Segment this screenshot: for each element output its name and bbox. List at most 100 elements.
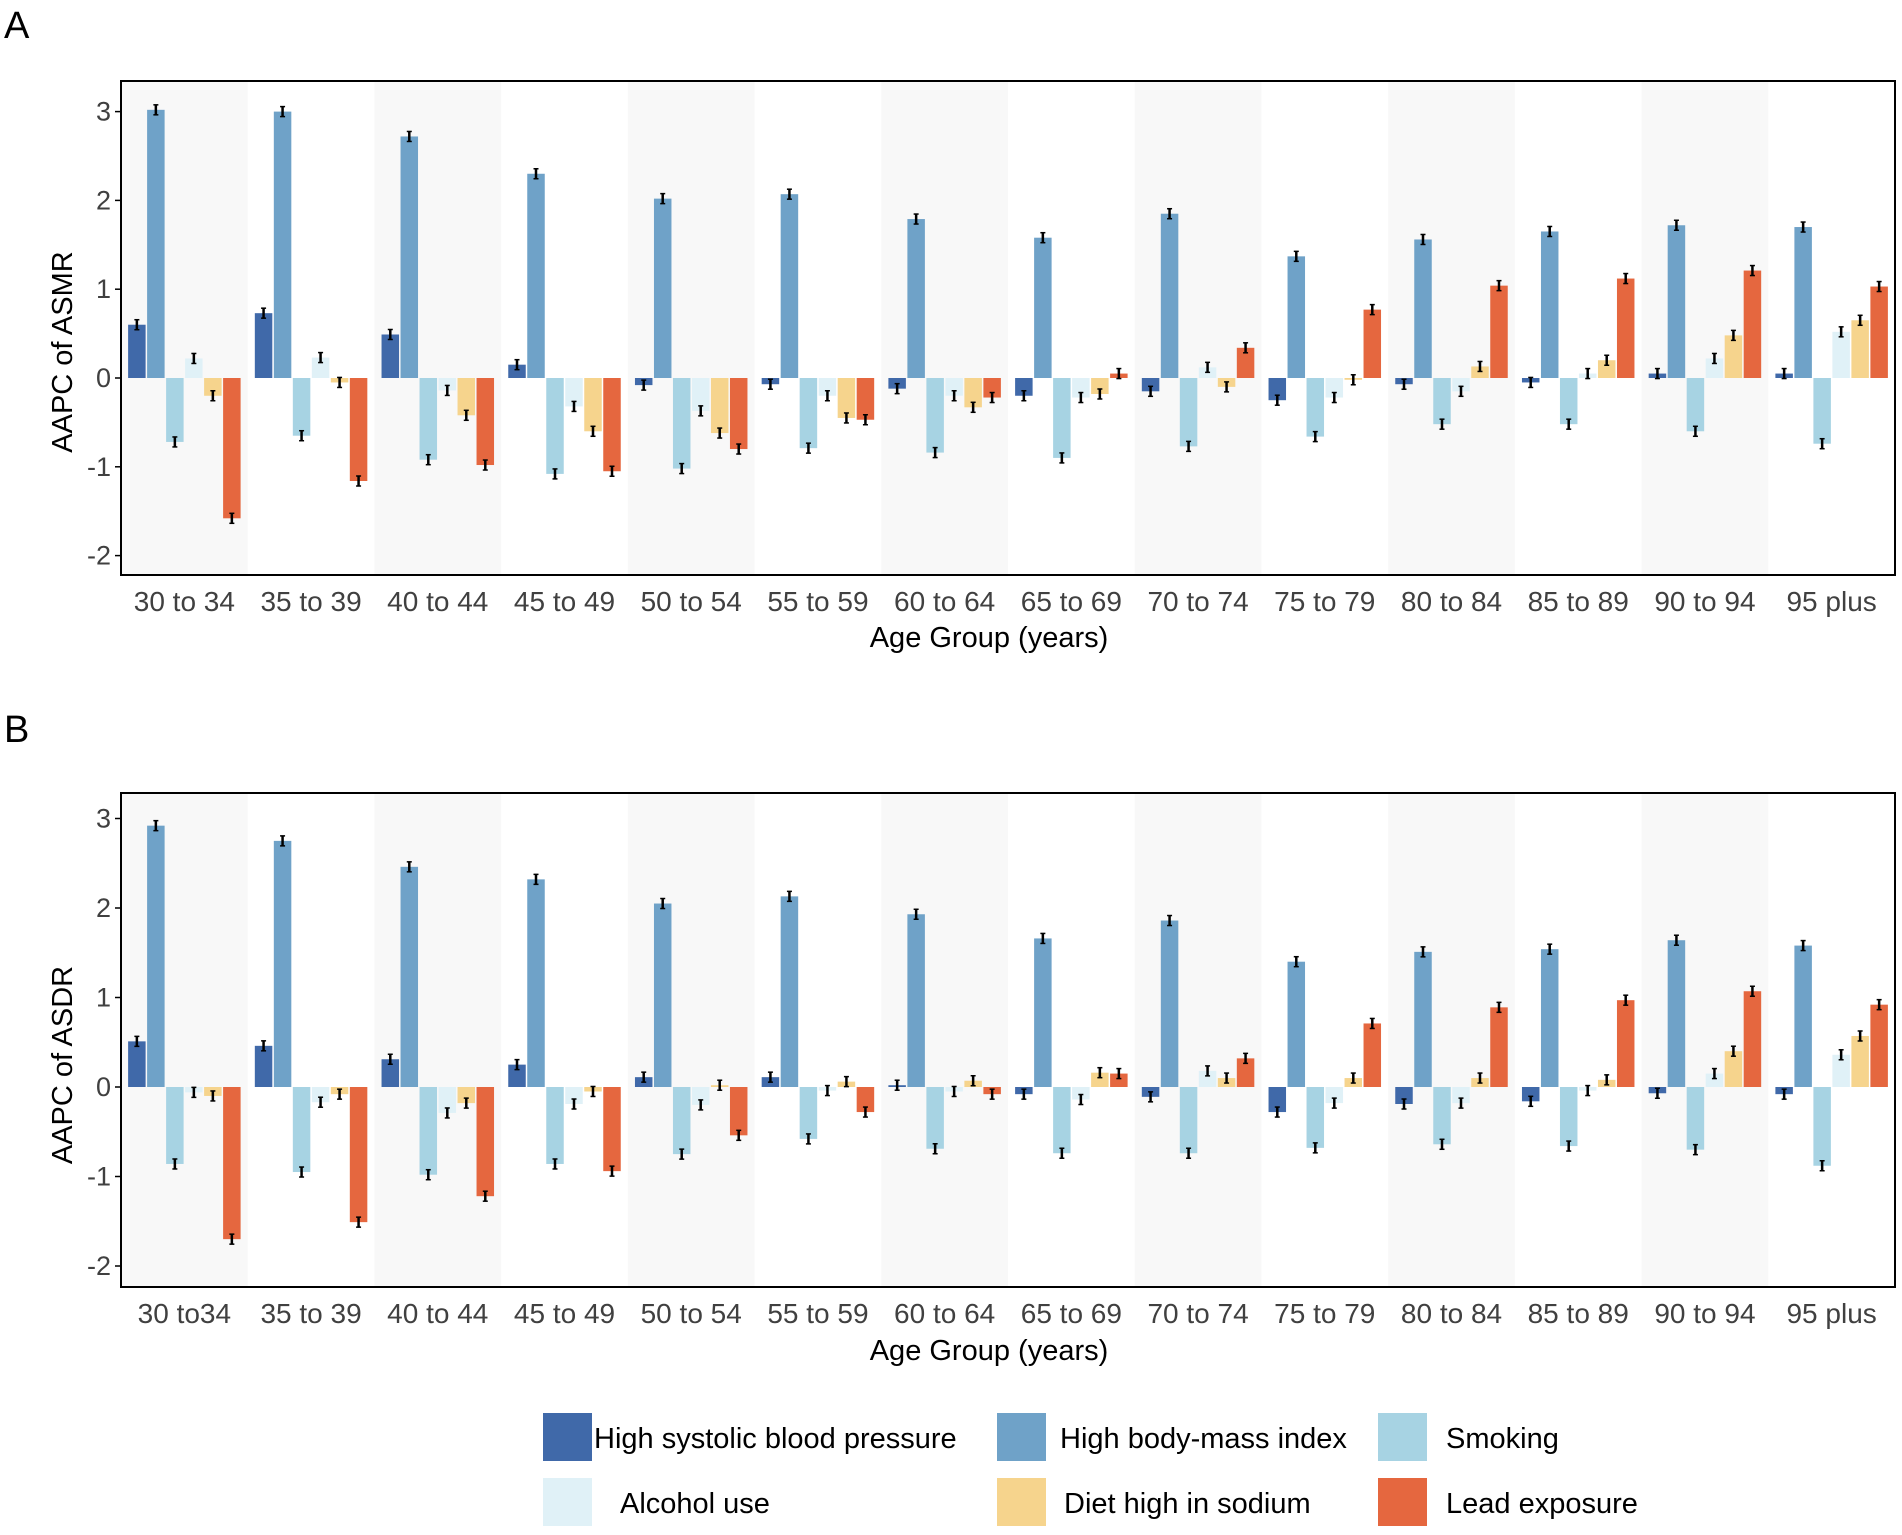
error-bar-a-lead-exposure-80-to-84 (1496, 279, 1502, 292)
panel-a-x-tick-label: 85 to 89 (1528, 586, 1629, 617)
bar-b-alcohol-use-45-to-49 (565, 1087, 583, 1105)
error-bar-a-high-systolic-blood-pressure-80-to-84 (1401, 378, 1407, 390)
panel-b-y-tick-label: -2 (87, 1251, 111, 1281)
bar-a-lead-exposure-75-to-79 (1363, 309, 1382, 378)
error-bar-b-smoking-75-to-79 (1312, 1142, 1318, 1154)
bar-b-high-body-mass-index-80-to-84 (1414, 951, 1432, 1087)
bar-a-lead-exposure-50-to-54 (729, 378, 748, 450)
error-bar-b-alcohol-use-40-to-44 (444, 1107, 450, 1119)
error-bar-a-high-body-mass-index-45-to-49 (533, 168, 539, 180)
error-bar-a-lead-exposure-95-plus (1876, 280, 1882, 293)
bar-b-high-body-mass-index-90-to-94 (1667, 940, 1686, 1087)
error-bar-b-lead-exposure-55-to-59 (862, 1106, 868, 1118)
bar-a-diet-high-in-sodium-55-to-59 (837, 378, 856, 418)
bar-a-alcohol-use-75-to-79 (1325, 378, 1344, 398)
error-bar-b-high-systolic-blood-pressure-85-to-89 (1528, 1095, 1534, 1108)
error-bar-b-high-systolic-blood-pressure-30-to34 (134, 1035, 140, 1048)
bar-a-high-body-mass-index-60-to-64 (907, 219, 925, 378)
error-bar-a-lead-exposure-35-to-39 (356, 475, 362, 487)
bar-a-alcohol-use-50-to-54 (691, 378, 710, 411)
error-bar-b-smoking-85-to-89 (1566, 1140, 1572, 1152)
bar-a-high-body-mass-index-55-to-59 (780, 194, 799, 378)
error-bar-a-lead-exposure-55-to-59 (862, 413, 868, 426)
bar-b-lead-exposure-75-to-79 (1363, 1023, 1382, 1087)
error-bar-b-lead-exposure-45-to-49 (609, 1165, 615, 1177)
bar-b-smoking-85-to-89 (1559, 1087, 1578, 1147)
error-bar-b-diet-high-in-sodium-35-to-39 (337, 1088, 343, 1100)
bar-b-high-body-mass-index-55-to-59 (780, 896, 799, 1087)
error-bar-a-lead-exposure-85-to-89 (1623, 272, 1629, 285)
bar-b-high-systolic-blood-pressure-30-to34 (128, 1041, 146, 1087)
bar-b-high-body-mass-index-95-plus (1794, 945, 1812, 1087)
bar-a-high-systolic-blood-pressure-40-to-44 (381, 334, 400, 378)
error-bar-a-lead-exposure-45-to-49 (609, 465, 615, 477)
error-bar-b-alcohol-use-85-to-89 (1585, 1084, 1591, 1097)
panel-b-x-tick-label: 65 to 69 (1021, 1298, 1122, 1329)
bar-b-smoking-50-to-54 (672, 1087, 691, 1155)
panel-a-x-tick-label: 60 to 64 (894, 586, 995, 617)
error-bar-b-lead-exposure-95-plus (1876, 998, 1882, 1011)
error-bar-b-alcohol-use-75-to-79 (1331, 1097, 1337, 1109)
error-bar-a-smoking-35-to-39 (299, 429, 305, 442)
error-bar-b-high-systolic-blood-pressure-65-to-69 (1021, 1088, 1027, 1100)
bar-a-high-systolic-blood-pressure-75-to-79 (1268, 378, 1287, 401)
panel-b-x-tick-label: 50 to 54 (641, 1298, 742, 1329)
error-bar-a-high-body-mass-index-80-to-84 (1420, 233, 1426, 246)
error-bar-a-smoking-85-to-89 (1566, 418, 1572, 430)
error-bar-b-high-body-mass-index-85-to-89 (1547, 943, 1553, 955)
error-bar-a-high-body-mass-index-40-to-44 (406, 130, 412, 143)
bar-a-diet-high-in-sodium-40-to-44 (457, 378, 476, 416)
bar-a-smoking-90-to-94 (1686, 378, 1705, 432)
panel-a-x-tick-label: 35 to 39 (260, 586, 361, 617)
legend-label-high-body-mass-index: High body-mass index (1060, 1423, 1347, 1455)
bar-a-lead-exposure-80-to-84 (1490, 285, 1508, 378)
panel-a-x-tick-label: 50 to 54 (641, 586, 742, 617)
error-bar-b-smoking-95-plus (1819, 1160, 1825, 1172)
error-bar-a-smoking-90-to-94 (1692, 425, 1698, 438)
panel-b-x-axis-title: Age Group (years) (870, 1335, 1109, 1367)
bar-a-lead-exposure-35-to-39 (349, 378, 368, 482)
bar-b-alcohol-use-50-to-54 (691, 1087, 710, 1105)
bar-a-smoking-60-to-64 (926, 378, 944, 453)
panel-b-x-tick-label: 90 to 94 (1654, 1298, 1755, 1329)
bar-b-lead-exposure-70-to-74 (1236, 1058, 1255, 1087)
error-bar-b-high-body-mass-index-80-to-84 (1420, 946, 1426, 958)
error-bar-b-high-systolic-blood-pressure-55-to-59 (767, 1071, 773, 1083)
error-bar-a-smoking-55-to-59 (805, 442, 811, 454)
error-bar-a-diet-high-in-sodium-65-to-69 (1097, 388, 1103, 400)
panel-b-y-ticks: -2 -1 0 1 2 3 (87, 804, 121, 1281)
panel-b-plot-frame (120, 792, 1896, 1288)
legend-swatch-diet-high-in-sodium (997, 1478, 1046, 1526)
bar-b-alcohol-use-40-to-44 (438, 1087, 457, 1113)
error-bar-b-alcohol-use-95-plus (1838, 1049, 1844, 1061)
error-bar-a-diet-high-in-sodium-40-to-44 (463, 409, 469, 422)
panel-letter-b: B (4, 709, 29, 751)
bar-a-diet-high-in-sodium-65-to-69 (1091, 378, 1109, 394)
bar-a-high-body-mass-index-70-to-74 (1160, 213, 1179, 378)
error-bar-a-high-systolic-blood-pressure-40-to-44 (387, 328, 393, 341)
error-bar-b-alcohol-use-70-to-74 (1205, 1065, 1211, 1077)
error-bar-b-smoking-90-to-94 (1692, 1143, 1698, 1156)
error-bar-b-diet-high-in-sodium-60-to-64 (970, 1074, 976, 1087)
error-bar-a-high-body-mass-index-95-plus (1800, 221, 1806, 233)
error-bar-a-diet-high-in-sodium-70-to-74 (1224, 381, 1230, 393)
bar-a-smoking-45-to-49 (546, 378, 564, 474)
error-bar-a-high-body-mass-index-60-to-64 (913, 213, 919, 225)
bar-b-lead-exposure-55-to-59 (856, 1087, 875, 1113)
bar-b-lead-exposure-80-to-84 (1490, 1007, 1508, 1087)
bar-a-high-body-mass-index-90-to-94 (1667, 225, 1686, 378)
error-bar-b-high-body-mass-index-95-plus (1800, 939, 1806, 952)
error-bar-a-high-body-mass-index-50-to-54 (660, 192, 666, 205)
bar-a-smoking-55-to-59 (799, 378, 818, 449)
error-bar-a-alcohol-use-45-to-49 (571, 400, 577, 413)
panel-a-y-tick-label: -2 (87, 541, 111, 571)
bar-b-diet-high-in-sodium-95-plus (1851, 1035, 1869, 1087)
error-bar-a-high-body-mass-index-55-to-59 (786, 188, 792, 200)
bar-a-lead-exposure-60-to-64 (983, 378, 1001, 398)
bar-a-alcohol-use-95-plus (1832, 331, 1850, 378)
bar-b-smoking-75-to-79 (1306, 1087, 1325, 1148)
error-bar-b-high-body-mass-index-90-to-94 (1673, 934, 1679, 946)
error-bar-b-smoking-80-to-84 (1439, 1138, 1445, 1151)
bar-a-alcohol-use-30-to-34 (185, 358, 203, 378)
bar-a-lead-exposure-30-to-34 (223, 378, 241, 519)
